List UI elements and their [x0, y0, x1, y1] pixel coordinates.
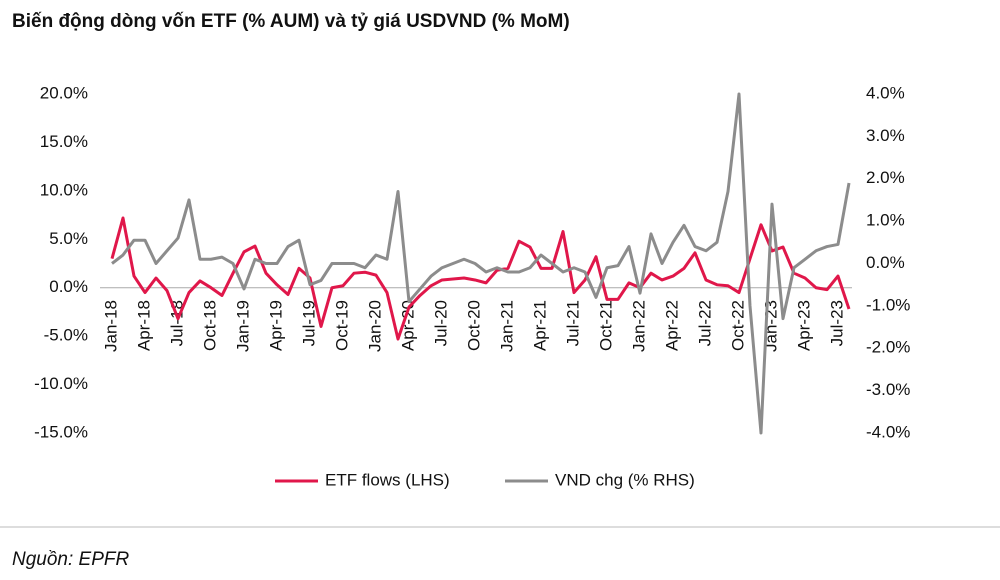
x-tick-label: Jan-22 — [629, 300, 648, 352]
x-tick-label: Apr-18 — [134, 300, 153, 351]
y2-tick-label: -1.0% — [866, 295, 910, 314]
y-tick-label: 5.0% — [49, 229, 88, 248]
y-tick-label: 15.0% — [40, 132, 88, 151]
y2-tick-label: 3.0% — [866, 126, 905, 145]
legend-label: ETF flows (LHS) — [325, 470, 450, 489]
x-tick-label: Apr-21 — [530, 300, 549, 351]
y2-tick-label: 4.0% — [866, 83, 905, 102]
x-tick-label: Jan-20 — [365, 300, 384, 352]
x-tick-label: Jan-21 — [497, 300, 516, 352]
x-tick-label: Jul-19 — [299, 300, 318, 346]
chart-title: Biến động dòng vốn ETF (% AUM) và tỷ giá… — [12, 11, 570, 32]
y-tick-label: -10.0% — [34, 374, 88, 393]
y-tick-label: -15.0% — [34, 422, 88, 441]
x-tick-label: Jul-20 — [431, 300, 450, 346]
x-tick-label: Oct-22 — [728, 300, 747, 351]
x-tick-label: Jul-21 — [563, 300, 582, 346]
x-tick-label: Apr-22 — [662, 300, 681, 351]
x-tick-label: Oct-19 — [332, 300, 351, 351]
y2-tick-label: 2.0% — [866, 168, 905, 187]
y2-tick-label: -3.0% — [866, 380, 910, 399]
source: Nguồn: EPFR — [12, 549, 129, 570]
y2-tick-label: 0.0% — [866, 253, 905, 272]
x-tick-label: Apr-23 — [794, 300, 813, 351]
x-tick-label: Jul-23 — [827, 300, 846, 346]
x-tick-label: Jan-18 — [101, 300, 120, 352]
legend-label: VND chg (% RHS) — [555, 470, 695, 489]
y2-tick-label: -2.0% — [866, 338, 910, 357]
x-tick-label: Jan-19 — [233, 300, 252, 352]
y-tick-label: 20.0% — [40, 83, 88, 102]
y2-tick-label: 1.0% — [866, 211, 905, 230]
x-tick-label: Oct-21 — [596, 300, 615, 351]
x-tick-label: Apr-20 — [398, 300, 417, 351]
x-tick-label: Oct-18 — [200, 300, 219, 351]
y2-tick-label: -4.0% — [866, 422, 910, 441]
x-tick-label: Jul-22 — [695, 300, 714, 346]
y-tick-label: 10.0% — [40, 180, 88, 199]
x-tick-label: Apr-19 — [266, 300, 285, 351]
y-tick-label: 0.0% — [49, 277, 88, 296]
y-tick-label: -5.0% — [44, 326, 88, 345]
x-tick-label: Oct-20 — [464, 300, 483, 351]
series-line — [111, 92, 851, 435]
